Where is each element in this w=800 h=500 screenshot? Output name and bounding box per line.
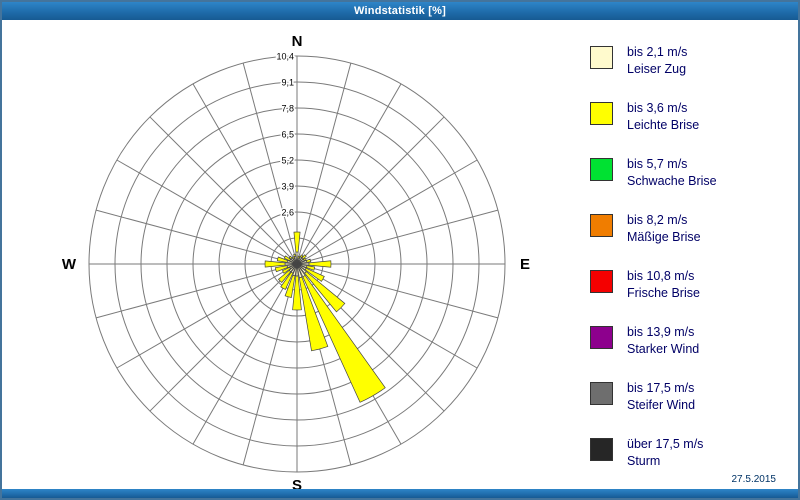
wind-petal-segment [284,274,296,298]
legend-item: bis 8,2 m/s Mäßige Brise [590,212,790,245]
legend: bis 2,1 m/s Leiser Zug bis 3,6 m/s Leich… [590,44,790,492]
legend-speed: bis 5,7 m/s [627,157,688,171]
wind-petal-segment [299,254,304,258]
legend-speed: bis 17,5 m/s [627,381,695,395]
wind-petal-segment [280,271,294,290]
ring-label: 10,4 [276,52,294,62]
ring-label: 7,8 [281,104,294,114]
wind-petal-segment [281,266,291,274]
wind-petal-segment [301,254,307,260]
wind-petal-segment [292,275,302,311]
date-label: 27.5.2015 [731,474,777,485]
legend-item: bis 2,1 m/s Leiser Zug [590,44,790,77]
wind-petal-segment [293,253,297,257]
legend-name: Leichte Brise [627,117,700,132]
legend-item: über 17,5 m/s Sturm [590,436,790,469]
wind-petal-segment [298,276,329,352]
ring-label: 6,5 [281,130,294,140]
wind-petal-segment [293,231,301,253]
titlebar: Windstatistik [%] [2,2,798,20]
wind-petal-segment [274,265,289,273]
wind-petal-segment [264,260,286,268]
wind-petal-segment [305,258,312,263]
legend-name: Frische Brise [627,285,700,300]
legend-name: Sturm [627,453,661,468]
legend-name: Mäßige Brise [627,229,701,244]
legend-swatch-starker-wind [590,326,613,349]
ring-label: 5,2 [281,156,294,166]
legend-item: bis 17,5 m/s Steifer Wind [590,380,790,413]
legend-item: bis 5,7 m/s Schwache Brise [590,156,790,189]
legend-speed: bis 8,2 m/s [627,213,688,227]
wind-petal-segment [277,269,292,284]
wind-petal-segment [303,257,307,262]
window-title: Windstatistik [%] [354,5,446,17]
bottombar [2,489,798,498]
legend-speed: bis 13,9 m/s [627,325,695,339]
wind-petal-segment [305,265,316,271]
wind-petal-segment [304,271,346,313]
legend-swatch-schwache-brise [590,158,613,181]
legend-name: Leiser Zug [627,61,687,76]
legend-item: bis 10,8 m/s Frische Brise [590,268,790,301]
legend-swatch-leichte-brise [590,102,613,125]
legend-speed: über 17,5 m/s [627,437,704,451]
legend-name: Starker Wind [627,341,700,356]
ring-label: 2,6 [281,208,294,218]
legend-name: Steifer Wind [627,397,696,412]
wind-petal-segment [291,256,295,260]
legend-swatch-maessige-brise [590,214,613,237]
wind-rose-chart: 2,6 3,9 5,2 6,5 7,8 9,1 10,4 N S W E [62,33,530,492]
legend-speed: bis 3,6 m/s [627,101,688,115]
legend-name: Schwache Brise [627,173,717,188]
legend-speed: bis 2,1 m/s [627,45,688,59]
compass-label-e: E [520,256,530,273]
legend-swatch-leiser-zug [590,46,613,69]
ring-label: 3,9 [281,182,294,192]
legend-swatch-frische-brise [590,270,613,293]
compass-label-n: N [292,33,303,50]
wind-petal-segment [308,260,332,268]
legend-swatch-sturm [590,438,613,461]
compass-label-s: S [292,477,302,492]
legend-item: bis 3,6 m/s Leichte Brise [590,100,790,133]
compass-label-w: W [62,256,77,273]
wind-petal-segment [276,256,289,263]
legend-swatch-steifer-wind [590,382,613,405]
legend-item: bis 13,9 m/s Starker Wind [590,324,790,357]
wind-petal-segment [297,255,301,259]
legend-speed: bis 10,8 m/s [627,269,695,283]
wind-petal-segment [304,267,325,282]
wind-petal-segment [288,255,293,260]
wind-petal-segment [302,274,386,403]
wind-petal-segment [283,255,291,262]
ring-label: 9,1 [281,78,294,88]
